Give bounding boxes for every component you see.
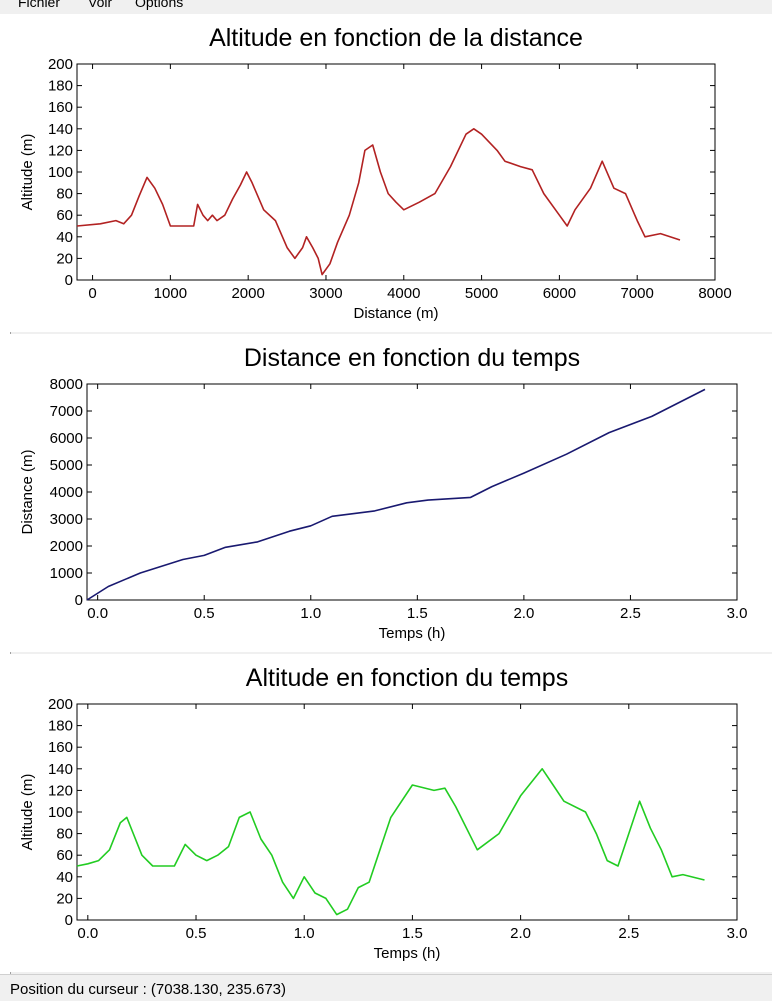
chart-title: Altitude en fonction du temps [246,664,568,692]
x-tick-label: 3.0 [727,925,748,942]
y-axis-label: Altitude (m) [19,134,36,211]
x-axis-label: Temps (h) [379,625,446,642]
y-tick-label: 100 [48,804,73,821]
altitude-time-chart[interactable]: Altitude en fonction du temps 0.0 0.5 1.0 1.… [10,654,772,972]
cursor-position-text: Position du curseur : (7038.130, 235.673… [10,981,287,998]
series-line [76,128,681,276]
x-axis-label: Distance (m) [353,305,438,322]
y-axis-label: Altitude (m) [19,774,36,851]
y-tick-label: 2000 [50,538,83,555]
x-tick-label: 1.5 [402,925,423,942]
y-tick-label: 0 [75,592,83,609]
y-tick-label: 6000 [50,430,83,447]
x-tick-label: 2.5 [618,925,639,942]
distance-time-chart[interactable]: Distance en fonction du temps 0.0 0.5 1.0 1.… [10,334,772,652]
x-tick-label: 1.5 [407,605,428,622]
x-tick-label: 0.0 [87,605,108,622]
x-tick-label: 7000 [621,285,654,302]
menu-bar: Fichier Voir Options [0,0,772,14]
y-tick-label: 60 [56,847,73,864]
x-tick-label: 5000 [465,285,498,302]
y-tick-label: 160 [48,739,73,756]
x-tick-label: 8000 [698,285,731,302]
x-tick-label: 1.0 [294,925,315,942]
y-tick-label: 80 [56,186,73,203]
chart-title: Altitude en fonction de la distance [209,24,583,52]
y-tick-label: 8000 [50,376,83,393]
x-tick-label: 1000 [154,285,187,302]
menu-options[interactable]: Options [135,0,184,10]
y-tick-label: 1000 [50,565,83,582]
series-line [76,768,705,916]
y-tick-label: 200 [48,696,73,713]
x-tick-label: 3000 [309,285,342,302]
y-tick-label: 200 [48,56,73,73]
x-tick-label: 0.5 [186,925,207,942]
x-tick-label: 0.0 [77,925,98,942]
y-tick-label: 20 [56,890,73,907]
y-axis-label: Distance (m) [19,449,36,534]
y-tick-label: 40 [56,869,73,886]
x-tick-label: 2.0 [513,605,534,622]
y-tick-label: 0 [65,912,73,929]
chart-panel-distance-time: Distance en fonction du temps 0.0 0.5 1.0 1.… [10,334,772,652]
x-axis-label: Temps (h) [374,945,441,962]
y-tick-label: 60 [56,207,73,224]
menu-fichier[interactable]: Fichier [18,0,61,10]
series-line [86,388,706,601]
x-tick-label: 1.0 [300,605,321,622]
y-tick-label: 4000 [50,484,83,501]
chart-title: Distance en fonction du temps [244,344,580,372]
y-tick-label: 20 [56,250,73,267]
chart-panel-altitude-distance: Altitude en fonction de la distance 0 1000… [10,14,772,332]
y-tick-label: 3000 [50,511,83,528]
status-bar: Position du curseur : (7038.130, 235.673… [0,974,772,1001]
y-tick-label: 160 [48,99,73,116]
x-tick-label: 2.5 [620,605,641,622]
y-tick-label: 40 [56,229,73,246]
plot-frame [76,703,738,921]
x-tick-label: 0.5 [194,605,215,622]
x-tick-label: 0 [88,285,96,302]
x-tick-label: 4000 [387,285,420,302]
y-tick-label: 100 [48,164,73,181]
y-tick-label: 80 [56,826,73,843]
y-tick-label: 0 [65,272,73,289]
plot-frame [76,63,716,281]
x-tick-label: 3.0 [727,605,748,622]
y-tick-label: 180 [48,78,73,95]
x-tick-label: 2000 [231,285,264,302]
y-tick-label: 180 [48,718,73,735]
plot-frame [86,383,738,601]
y-tick-label: 5000 [50,457,83,474]
y-tick-label: 140 [48,761,73,778]
chart-panel-altitude-time: Altitude en fonction du temps 0.0 0.5 1.0 1.… [10,654,772,972]
y-tick-label: 7000 [50,403,83,420]
y-tick-label: 140 [48,121,73,138]
y-tick-label: 120 [48,782,73,799]
x-tick-label: 6000 [543,285,576,302]
menu-voir[interactable]: Voir [88,0,113,10]
x-tick-label: 2.0 [510,925,531,942]
y-tick-label: 120 [48,142,73,159]
